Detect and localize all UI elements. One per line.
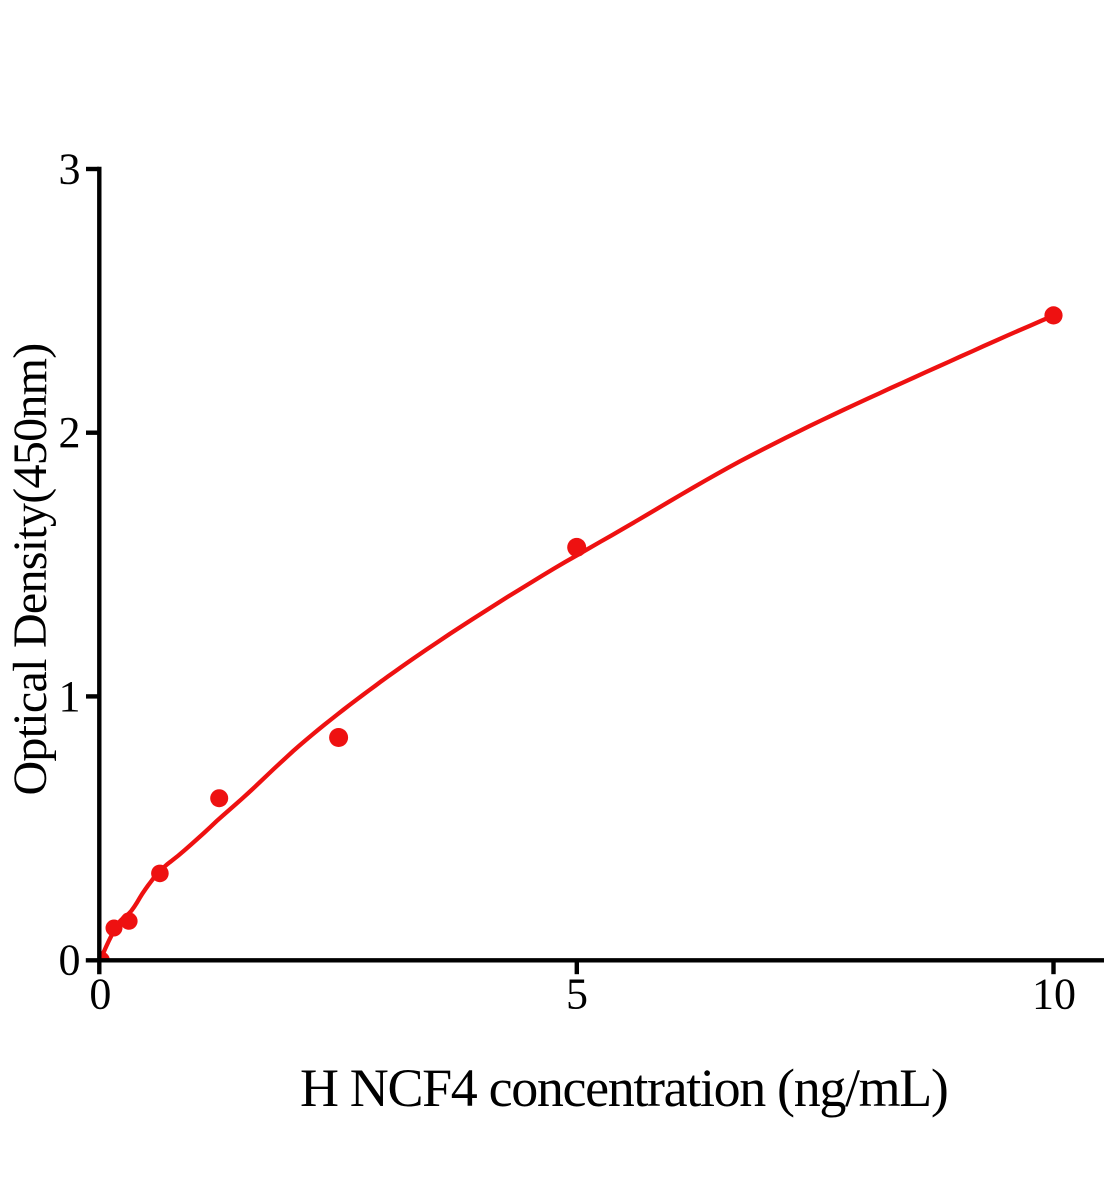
svg-text:Optical Density(450nm): Optical Density(450nm) (4, 343, 57, 795)
svg-text:5: 5 (566, 970, 588, 1019)
svg-text:2: 2 (59, 408, 81, 457)
svg-text:0: 0 (59, 936, 81, 985)
svg-text:1: 1 (59, 672, 81, 721)
svg-text:3: 3 (59, 145, 81, 194)
svg-text:H NCF4 concentration (ng/mL): H NCF4 concentration (ng/mL) (300, 1058, 948, 1118)
svg-text:0: 0 (89, 970, 111, 1019)
svg-text:10: 10 (1032, 970, 1076, 1019)
